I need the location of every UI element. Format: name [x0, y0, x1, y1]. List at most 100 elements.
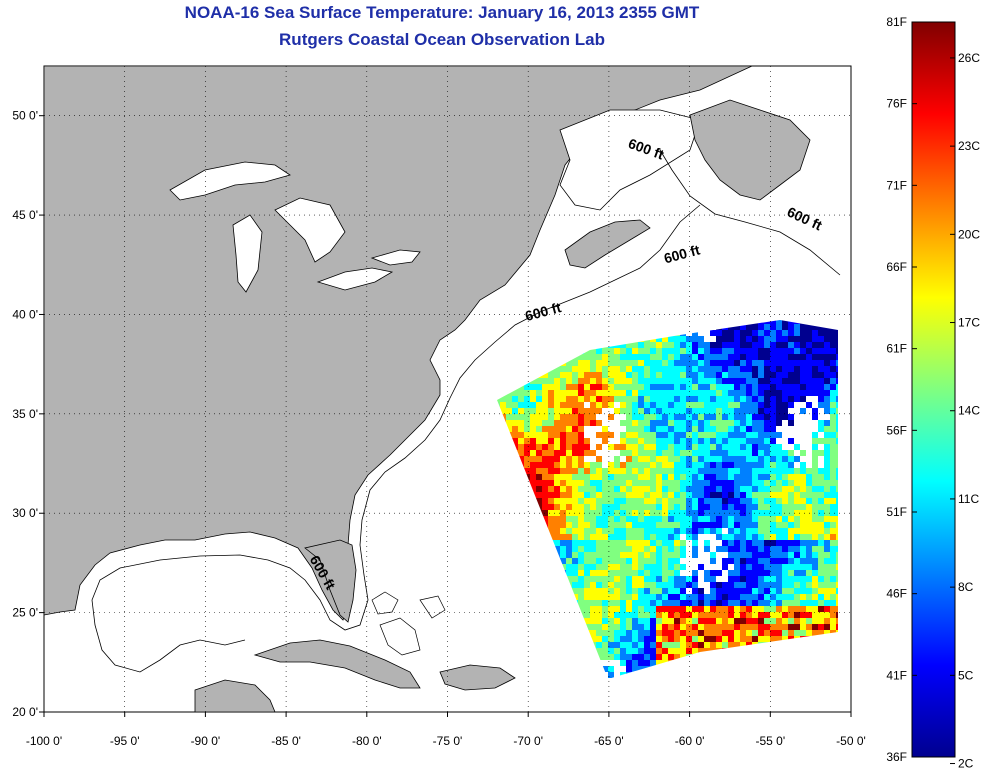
sst-cell	[794, 570, 800, 576]
sst-cell	[530, 486, 536, 492]
sst-cell	[548, 426, 554, 432]
sst-cell	[614, 372, 620, 378]
sst-cell	[638, 444, 644, 450]
sst-cell	[746, 618, 752, 624]
sst-cell	[728, 444, 734, 450]
sst-cell	[782, 564, 788, 570]
sst-cell	[692, 648, 698, 654]
sst-cell	[794, 402, 800, 408]
sst-cell	[710, 474, 716, 480]
sst-cell	[740, 618, 746, 624]
sst-cell	[572, 378, 578, 384]
sst-cell	[818, 630, 824, 636]
sst-cell	[542, 390, 548, 396]
sst-cell	[608, 642, 614, 648]
sst-cell	[776, 594, 782, 600]
sst-cell	[722, 462, 728, 468]
sst-cell	[782, 320, 788, 324]
sst-cell	[722, 564, 728, 570]
sst-cell	[770, 564, 776, 570]
sst-cell	[716, 606, 722, 612]
sst-cell	[686, 552, 692, 558]
sst-cell	[812, 444, 818, 450]
sst-cell	[638, 402, 644, 408]
sst-cell	[632, 480, 638, 486]
sst-cell	[794, 390, 800, 396]
sst-cell	[566, 414, 572, 420]
sst-cell	[698, 492, 704, 498]
sst-cell	[836, 450, 838, 456]
sst-cell	[680, 450, 686, 456]
sst-cell	[692, 480, 698, 486]
sst-cell	[548, 492, 554, 498]
sst-cell	[770, 528, 776, 534]
sst-cell	[650, 636, 656, 642]
sst-cell	[608, 390, 614, 396]
sst-cell	[584, 456, 590, 462]
sst-cell	[716, 366, 722, 372]
sst-cell	[668, 486, 674, 492]
sst-cell	[836, 516, 838, 522]
sst-cell	[662, 498, 668, 504]
sst-cell	[776, 558, 782, 564]
sst-cell	[734, 576, 740, 582]
sst-cell	[740, 324, 746, 330]
x-tick-label: -90 0'	[191, 734, 221, 748]
sst-cell	[818, 504, 824, 510]
sst-cell	[776, 420, 782, 426]
sst-cell	[668, 546, 674, 552]
sst-cell	[722, 444, 728, 450]
sst-cell	[656, 546, 662, 552]
sst-cell	[734, 336, 740, 342]
sst-cell	[710, 348, 716, 354]
sst-cell	[602, 534, 608, 540]
sst-cell	[752, 390, 758, 396]
sst-cell	[818, 414, 824, 420]
sst-cell	[632, 414, 638, 420]
sst-cell	[584, 372, 590, 378]
sst-cell	[830, 432, 836, 438]
sst-cell	[668, 594, 674, 600]
sst-cell	[596, 462, 602, 468]
sst-cell	[830, 486, 836, 492]
sst-cell	[686, 462, 692, 468]
sst-cell	[728, 534, 734, 540]
sst-cell	[674, 474, 680, 480]
sst-cell	[626, 486, 632, 492]
sst-cell	[650, 600, 656, 606]
sst-cell	[614, 636, 620, 642]
sst-cell	[812, 330, 818, 336]
sst-cell	[800, 348, 806, 354]
sst-cell	[704, 540, 710, 546]
sst-cell	[656, 402, 662, 408]
sst-cell	[824, 516, 830, 522]
sst-cell	[578, 606, 584, 612]
sst-cell	[686, 648, 692, 654]
sst-cell	[812, 600, 818, 606]
sst-cell	[830, 522, 836, 528]
sst-cell	[758, 342, 764, 348]
sst-cell	[554, 510, 560, 516]
sst-cell	[752, 432, 758, 438]
sst-cell	[824, 534, 830, 540]
sst-cell	[812, 618, 818, 624]
x-tick-label: -80 0'	[352, 734, 382, 748]
sst-cell	[788, 354, 794, 360]
sst-cell	[524, 462, 530, 468]
sst-cell	[626, 468, 632, 474]
sst-cell	[758, 594, 764, 600]
sst-cell	[716, 612, 722, 618]
sst-cell	[710, 522, 716, 528]
sst-cell	[578, 354, 584, 360]
sst-cell	[776, 564, 782, 570]
sst-cell	[680, 426, 686, 432]
sst-cell	[806, 432, 812, 438]
sst-cell	[674, 426, 680, 432]
sst-cell	[770, 408, 776, 414]
sst-cell	[704, 534, 710, 540]
sst-cell	[680, 528, 686, 534]
sst-cell	[722, 468, 728, 474]
sst-cell	[830, 474, 836, 480]
sst-cell	[836, 336, 838, 342]
sst-cell	[782, 474, 788, 480]
